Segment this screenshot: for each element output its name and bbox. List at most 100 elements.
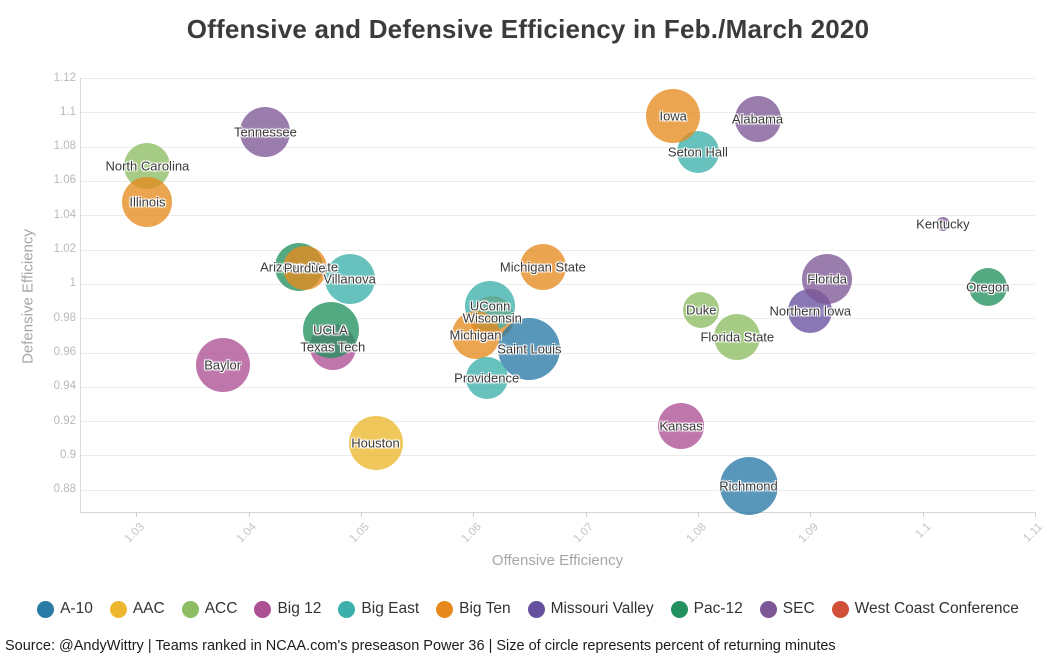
y-tick-label: 0.88 bbox=[53, 483, 76, 496]
bubble-florida[interactable] bbox=[802, 253, 853, 304]
bubble-florida-state[interactable] bbox=[714, 314, 761, 360]
bubble-providence[interactable] bbox=[465, 357, 508, 400]
team-label-texas-tech: Texas Tech bbox=[300, 339, 366, 355]
team-label-arizona-state: Arizona State bbox=[260, 259, 339, 275]
legend-dot-acc-icon bbox=[181, 600, 199, 618]
team-label-purdue: Purdue bbox=[283, 260, 326, 276]
bubble-alabama[interactable] bbox=[734, 96, 781, 143]
bubble-illinois[interactable] bbox=[122, 176, 173, 227]
team-label-illinois: Illinois bbox=[129, 194, 166, 209]
y-tick-label: 0.94 bbox=[53, 380, 76, 393]
gridline bbox=[80, 215, 1035, 217]
legend-item-a-10[interactable]: A-10 bbox=[37, 600, 93, 618]
legend-label: West Coast Conference bbox=[854, 600, 1019, 617]
bubble-iowa[interactable] bbox=[646, 88, 701, 143]
legend-label: ACC bbox=[204, 600, 238, 617]
team-label-saint-louis: Saint Louis bbox=[497, 341, 562, 357]
y-tick-label: 1 bbox=[69, 277, 76, 290]
gridline bbox=[80, 78, 1035, 79]
legend: A-10 AAC ACC Big 12 Big East Big Ten Missouri … bbox=[0, 600, 1056, 618]
y-tick-label: 1.02 bbox=[53, 243, 76, 255]
bubble-richmond[interactable] bbox=[719, 457, 778, 516]
bubble-ucla[interactable] bbox=[302, 302, 359, 359]
x-tick-label: 1.09 bbox=[796, 521, 821, 546]
y-tick-label: 0.98 bbox=[53, 311, 76, 324]
bubble-michigan-state[interactable] bbox=[519, 243, 566, 290]
bubble-kansas[interactable] bbox=[658, 403, 705, 450]
y-axis-title: Defensive Efficiency bbox=[19, 229, 37, 364]
team-label-michigan: Michigan bbox=[449, 327, 502, 343]
bubble-saint-louis[interactable] bbox=[498, 318, 561, 380]
team-label-baylor: Baylor bbox=[204, 357, 242, 373]
y-tick-label: 1.06 bbox=[53, 174, 76, 187]
team-label-north-carolina: North Carolina bbox=[105, 158, 190, 173]
legend-dot-west-coast-conference-icon bbox=[831, 600, 849, 618]
bubble-villanova[interactable] bbox=[324, 253, 375, 304]
bubble-baylor[interactable] bbox=[195, 338, 250, 393]
y-tick-label: 0.96 bbox=[53, 346, 76, 358]
y-tick-label: 1.1 bbox=[60, 105, 76, 118]
team-label-villanova: Villanova bbox=[323, 271, 376, 287]
x-tick-mark bbox=[922, 512, 924, 517]
legend-item-missouri-valley[interactable]: Missouri Valley bbox=[527, 600, 654, 618]
gridline bbox=[80, 421, 1035, 423]
gridline bbox=[80, 112, 1035, 114]
legend-dot-big-ten-icon bbox=[436, 600, 454, 618]
bubble-oregon[interactable] bbox=[968, 268, 1007, 307]
team-label-northern-iowa: Northern Iowa bbox=[769, 303, 852, 319]
team-label-ucla: UCLA bbox=[313, 322, 348, 338]
legend-dot-pac-12-icon bbox=[670, 600, 688, 618]
legend-dot-aac-icon bbox=[109, 600, 127, 618]
team-label-houston: Houston bbox=[351, 435, 400, 450]
y-tick-label: 1.04 bbox=[53, 208, 76, 221]
legend-item-pac-12[interactable]: Pac-12 bbox=[670, 600, 743, 618]
bubble-kentucky[interactable] bbox=[935, 216, 950, 231]
x-tick-mark bbox=[248, 512, 250, 517]
legend-item-sec[interactable]: SEC bbox=[759, 600, 815, 618]
bubble-purdue[interactable] bbox=[282, 246, 327, 291]
y-tick-label: 1.08 bbox=[53, 140, 76, 153]
legend-label: Big Ten bbox=[459, 600, 511, 617]
legend-item-acc[interactable]: ACC bbox=[181, 600, 238, 618]
x-tick-mark bbox=[1035, 512, 1036, 517]
legend-dot-big-east-icon bbox=[338, 600, 356, 618]
team-label-alabama: Alabama bbox=[731, 111, 784, 127]
x-tick-label: 1.11 bbox=[1021, 521, 1046, 545]
x-tick-label: 1.04 bbox=[234, 521, 259, 546]
team-label-kentucky: Kentucky bbox=[916, 216, 970, 232]
y-tick-label: 1.12 bbox=[53, 71, 76, 84]
team-label-duke: Duke bbox=[686, 302, 717, 318]
legend-label: Big 12 bbox=[277, 600, 322, 617]
x-tick-mark bbox=[585, 512, 587, 517]
team-label-florida-state: Florida State bbox=[700, 329, 775, 345]
bubble-tennessee[interactable] bbox=[240, 107, 291, 157]
x-tick-mark bbox=[810, 512, 812, 517]
team-label-uconn: UConn bbox=[469, 298, 511, 314]
team-label-florida: Florida bbox=[807, 271, 847, 287]
x-tick-mark bbox=[360, 512, 362, 517]
legend-label: A-10 bbox=[60, 600, 93, 617]
x-tick-label: 1.07 bbox=[571, 521, 597, 546]
x-tick-mark bbox=[697, 512, 699, 517]
team-label-oregon: Oregon bbox=[966, 279, 1010, 295]
legend-item-big-east[interactable]: Big East bbox=[338, 600, 419, 618]
bubble-michigan[interactable] bbox=[451, 311, 500, 360]
page-title: Offensive and Defensive Efficiency in Fe… bbox=[186, 14, 870, 44]
legend-dot-missouri-valley-icon bbox=[527, 600, 545, 618]
legend-dot-sec-icon bbox=[759, 600, 777, 618]
bubble-duke[interactable] bbox=[683, 291, 720, 328]
legend-item-big-12[interactable]: Big 12 bbox=[254, 600, 321, 618]
team-label-kansas: Kansas bbox=[659, 418, 703, 434]
legend-item-west-coast-conference[interactable]: West Coast Conference bbox=[831, 600, 1019, 618]
x-tick-mark bbox=[136, 512, 138, 517]
legend-item-big-ten[interactable]: Big Ten bbox=[436, 600, 511, 618]
x-axis-line bbox=[80, 512, 1035, 513]
bubble-houston[interactable] bbox=[348, 415, 403, 470]
team-label-tennessee: Tennessee bbox=[233, 124, 297, 140]
x-tick-label: 1.06 bbox=[459, 521, 484, 546]
legend-item-aac[interactable]: AAC bbox=[109, 600, 165, 618]
gridline bbox=[80, 455, 1035, 457]
legend-label: Missouri Valley bbox=[550, 600, 654, 617]
team-label-providence: Providence bbox=[454, 370, 520, 386]
